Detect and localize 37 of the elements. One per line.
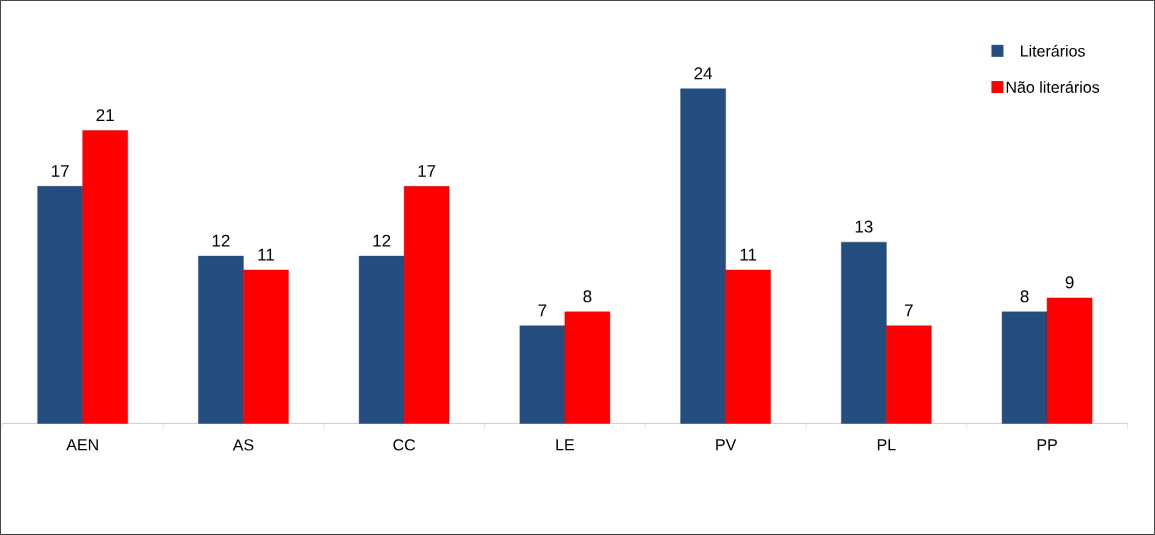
data-label: 8 <box>1020 290 1029 303</box>
bar <box>680 88 726 424</box>
legend-label: Literários <box>1021 44 1085 57</box>
x-tick-label: CC <box>393 439 416 451</box>
bar <box>243 269 289 424</box>
bar <box>564 311 611 424</box>
bar <box>37 186 83 424</box>
x-tick-label: AEN <box>66 439 98 451</box>
bar <box>841 242 887 424</box>
bar <box>358 255 405 424</box>
x-tick-label: PP <box>1037 439 1057 451</box>
bar <box>1046 297 1093 424</box>
data-label: 12 <box>373 234 391 247</box>
data-label: 11 <box>258 248 274 261</box>
bar <box>886 325 932 424</box>
data-label: 9 <box>1065 276 1074 289</box>
data-label: 7 <box>905 304 913 317</box>
data-label: 24 <box>694 67 713 80</box>
bar <box>82 130 128 424</box>
bar <box>198 255 244 424</box>
bar <box>725 269 771 424</box>
data-label: 21 <box>96 109 114 122</box>
bar <box>519 325 566 424</box>
data-label: 12 <box>212 234 230 247</box>
data-label: 8 <box>583 290 592 303</box>
x-tick-label: LE <box>556 439 574 451</box>
bar <box>1001 311 1048 424</box>
data-label: 7 <box>538 304 547 317</box>
data-label: 11 <box>740 248 757 261</box>
bar <box>403 186 450 424</box>
data-label: 17 <box>418 165 436 177</box>
x-tick-label: PV <box>716 439 737 451</box>
data-label: 13 <box>855 220 873 233</box>
x-tick-label: PL <box>877 439 896 451</box>
legend-label: Não literários <box>1006 81 1100 93</box>
data-label: 17 <box>52 165 69 177</box>
x-tick-label: AS <box>232 439 254 451</box>
